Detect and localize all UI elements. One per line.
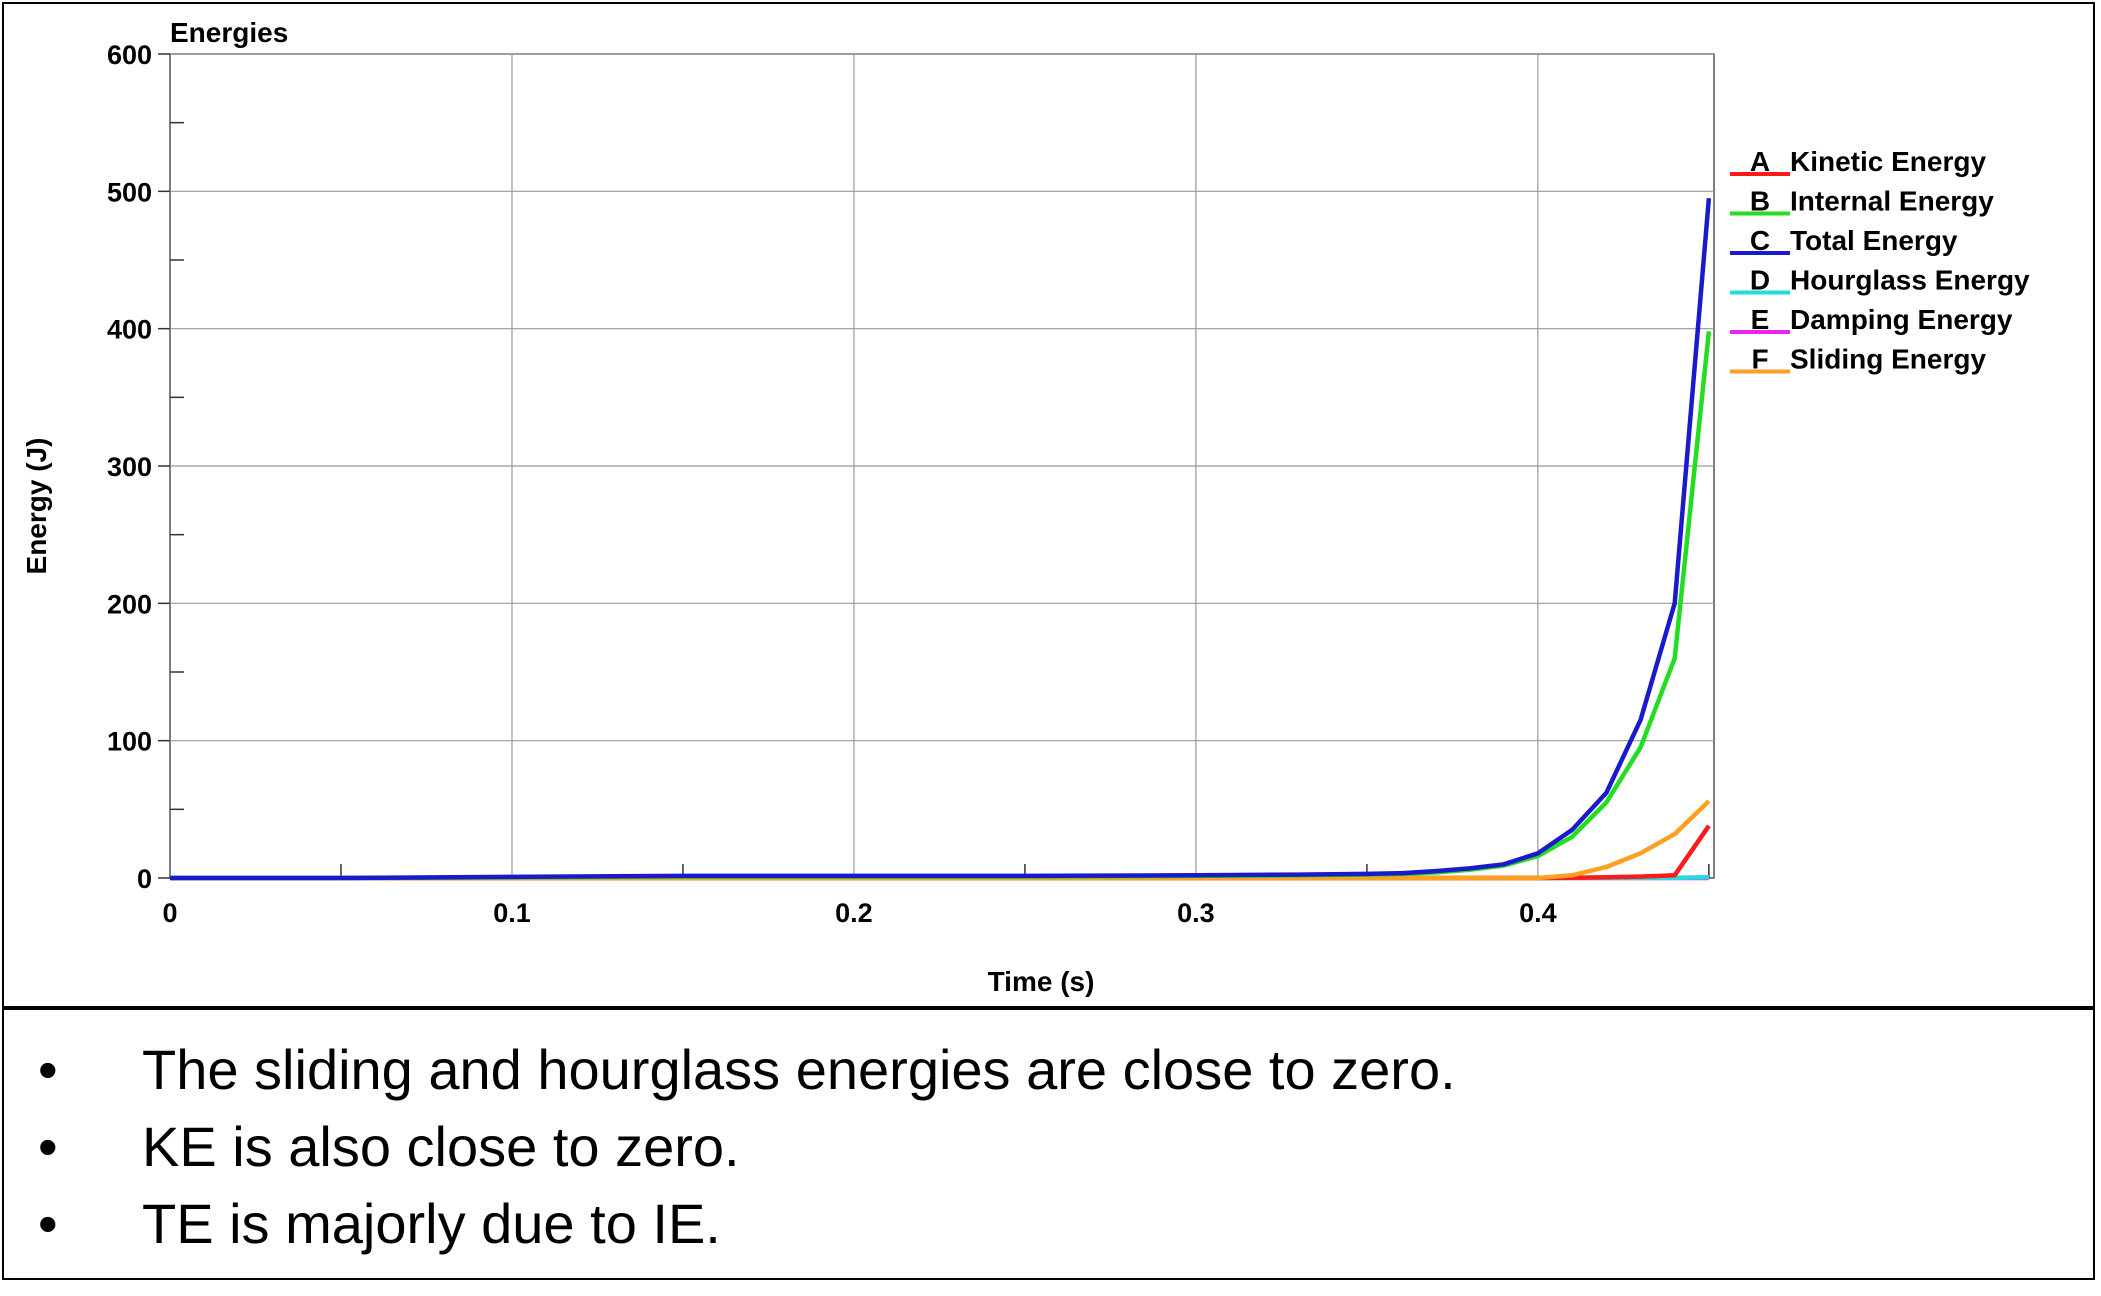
x-axis-label: Time (s) — [988, 966, 1095, 997]
note-item: • The sliding and hourglass energies are… — [4, 1032, 2084, 1108]
y-tick-label: 0 — [137, 864, 152, 894]
legend-label: Sliding Energy — [1790, 344, 1986, 375]
legend-label: Damping Energy — [1790, 304, 2013, 335]
y-tick-label: 500 — [107, 177, 152, 207]
legend-letter: E — [1751, 304, 1770, 335]
legend-letter: A — [1750, 146, 1770, 177]
y-tick-label: 300 — [107, 452, 152, 482]
x-tick-label: 0 — [162, 898, 177, 928]
series-line-b — [170, 331, 1712, 881]
x-tick-label: 0.1 — [493, 898, 531, 928]
bullet: • — [38, 1115, 58, 1178]
y-tick-label: 600 — [107, 40, 152, 70]
note-text: KE is also close to zero. — [142, 1115, 740, 1178]
y-tick-label: 400 — [107, 315, 152, 345]
chart-title: Energies — [170, 17, 288, 48]
x-tick-label: 0.4 — [1519, 898, 1557, 928]
bullet: • — [38, 1192, 58, 1255]
note-text: The sliding and hourglass energies are c… — [142, 1038, 1456, 1101]
x-tick-label: 0.2 — [835, 898, 873, 928]
legend-label: Kinetic Energy — [1790, 146, 1986, 177]
legend-letter: D — [1750, 265, 1770, 296]
notes-panel: • The sliding and hourglass energies are… — [2, 1008, 2095, 1280]
legend-label: Total Energy — [1790, 225, 1958, 256]
energy-chart: 0 0.1 0.2 0.3 0.4 0 100 200 300 400 500 600 A Kineti… — [21, 17, 2030, 997]
note-text: TE is majorly due to IE. — [142, 1192, 721, 1255]
y-tick-label: 100 — [107, 727, 152, 757]
legend-letter: C — [1750, 225, 1770, 256]
bullet: • — [38, 1038, 58, 1101]
series-line-c — [170, 198, 1712, 881]
legend-letter: B — [1750, 186, 1770, 217]
legend-label: Hourglass Energy — [1790, 265, 2030, 296]
y-axis-label: Energy (J) — [21, 438, 52, 575]
note-item: • KE is also close to zero. — [4, 1109, 2084, 1185]
chart-panel: 0 0.1 0.2 0.3 0.4 0 100 200 300 400 500 600 A Kineti… — [2, 2, 2095, 1008]
note-item: • TE is majorly due to IE. — [4, 1186, 2084, 1262]
x-tick-label: 0.3 — [1177, 898, 1215, 928]
legend-letter: F — [1751, 344, 1768, 375]
legend-label: Internal Energy — [1790, 186, 1994, 217]
y-tick-label: 200 — [107, 589, 152, 619]
